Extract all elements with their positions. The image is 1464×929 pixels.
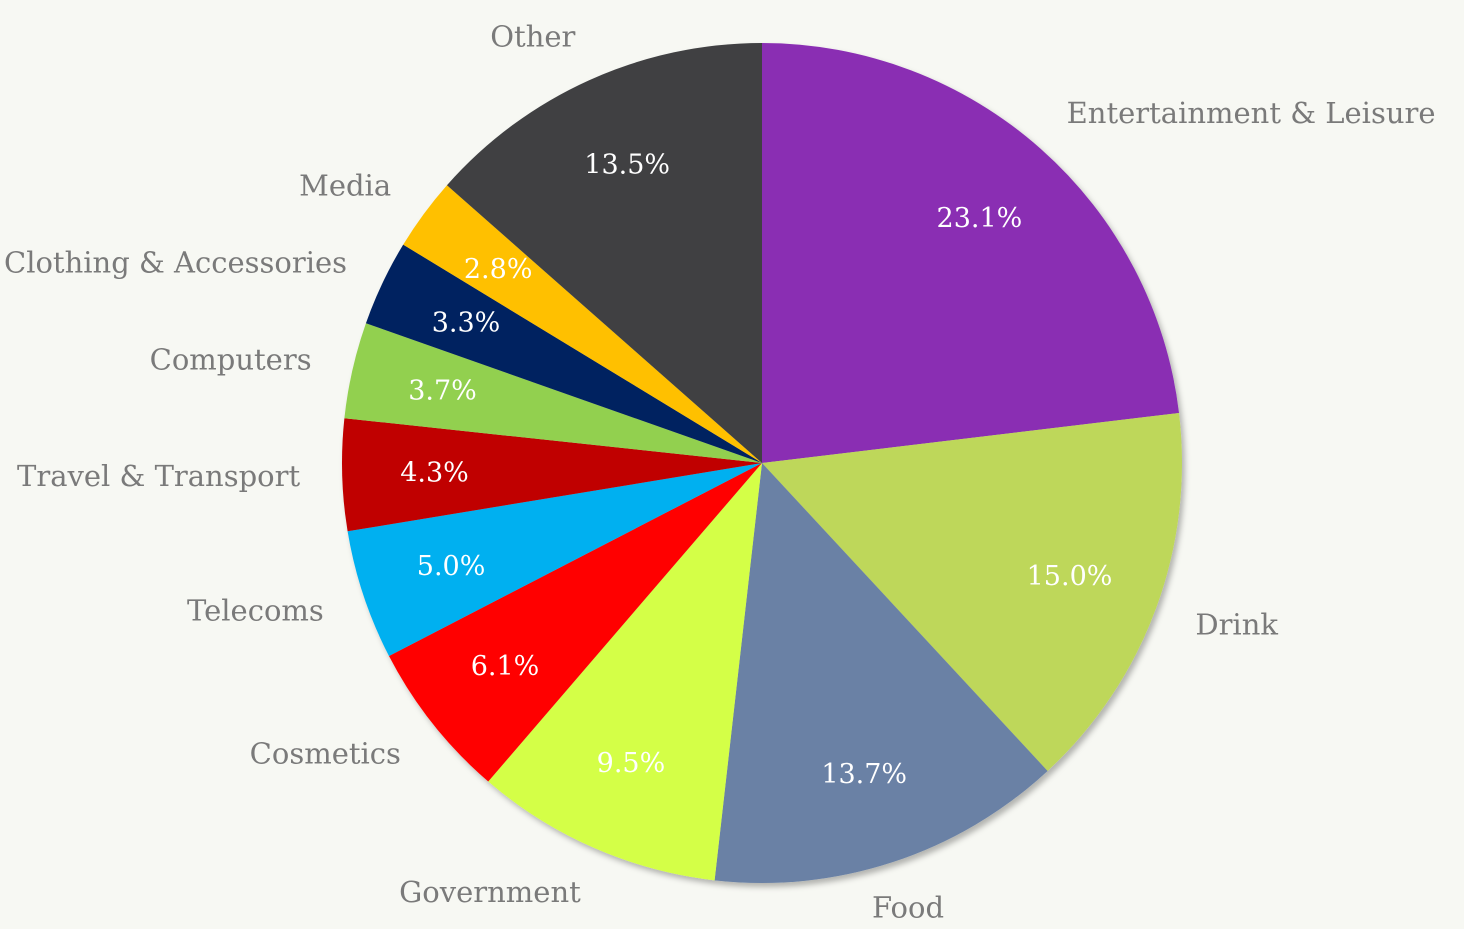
category-label-cosmetics: Cosmetics [250, 736, 401, 770]
value-label-computers: 3.7% [408, 376, 477, 407]
category-label-clothing-and-accessories: Clothing & Accessories [4, 245, 347, 279]
slice-clothing-and-accessories [365, 244, 762, 463]
slice-food [714, 463, 1048, 884]
value-label-cosmetics: 6.1% [471, 651, 540, 682]
category-label-travel-and-transport: Travel & Transport [17, 459, 301, 493]
value-label-clothing-and-accessories: 3.3% [432, 308, 501, 339]
slice-travel-and-transport [342, 418, 762, 532]
slice-telecoms [347, 463, 762, 657]
slice-computers [344, 323, 762, 463]
category-label-media: Media [299, 169, 391, 203]
value-label-government: 9.5% [597, 748, 666, 779]
value-label-food: 13.7% [821, 759, 907, 790]
category-label-drink: Drink [1195, 607, 1278, 641]
category-label-entertainment-and-leisure: Entertainment & Leisure [1067, 96, 1436, 130]
slice-media [403, 185, 762, 463]
value-label-drink: 15.0% [1027, 561, 1113, 592]
value-label-telecoms: 5.0% [417, 551, 486, 582]
slice-other [446, 43, 762, 463]
value-label-media: 2.8% [464, 254, 533, 285]
value-label-other: 13.5% [584, 149, 670, 180]
slice-government [488, 463, 762, 881]
value-label-travel-and-transport: 4.3% [400, 457, 469, 488]
slice-entertainment-and-leisure [762, 43, 1180, 463]
category-label-other: Other [490, 19, 575, 53]
category-label-food: Food [872, 891, 944, 925]
value-label-entertainment-and-leisure: 23.1% [937, 203, 1023, 234]
category-label-government: Government [399, 875, 581, 909]
slice-drink [762, 412, 1183, 771]
category-label-computers: Computers [150, 342, 312, 376]
slice-cosmetics [388, 463, 762, 782]
category-label-telecoms: Telecoms [187, 593, 324, 627]
